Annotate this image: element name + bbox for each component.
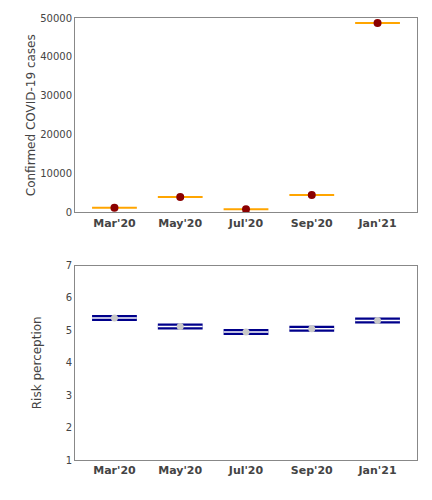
svg-text:4: 4 — [66, 357, 72, 368]
svg-text:Jul'20: Jul'20 — [228, 217, 264, 230]
svg-text:Sep'20: Sep'20 — [291, 464, 333, 477]
svg-text:May'20: May'20 — [158, 464, 202, 477]
svg-text:7: 7 — [66, 260, 72, 271]
svg-text:10000: 10000 — [40, 168, 72, 179]
svg-text:30000: 30000 — [40, 90, 72, 101]
svg-text:2: 2 — [66, 422, 72, 433]
svg-text:Risk perception: Risk perception — [30, 316, 44, 409]
svg-text:50000: 50000 — [40, 13, 72, 24]
svg-text:Jan'21: Jan'21 — [358, 217, 397, 230]
svg-text:3: 3 — [66, 390, 72, 401]
svg-text:Confirmed COVID-19 cases: Confirmed COVID-19 cases — [24, 34, 38, 196]
svg-text:Jan'21: Jan'21 — [358, 464, 397, 477]
svg-text:1: 1 — [66, 455, 72, 466]
svg-text:40000: 40000 — [40, 51, 72, 62]
svg-text:Sep'20: Sep'20 — [291, 217, 333, 230]
svg-text:Mar'20: Mar'20 — [93, 217, 136, 230]
svg-text:May'20: May'20 — [158, 217, 202, 230]
svg-text:0: 0 — [66, 207, 72, 218]
svg-text:20000: 20000 — [40, 129, 72, 140]
svg-text:5: 5 — [66, 325, 72, 336]
svg-text:Mar'20: Mar'20 — [93, 464, 136, 477]
svg-text:6: 6 — [66, 292, 72, 303]
svg-text:Jul'20: Jul'20 — [228, 464, 264, 477]
